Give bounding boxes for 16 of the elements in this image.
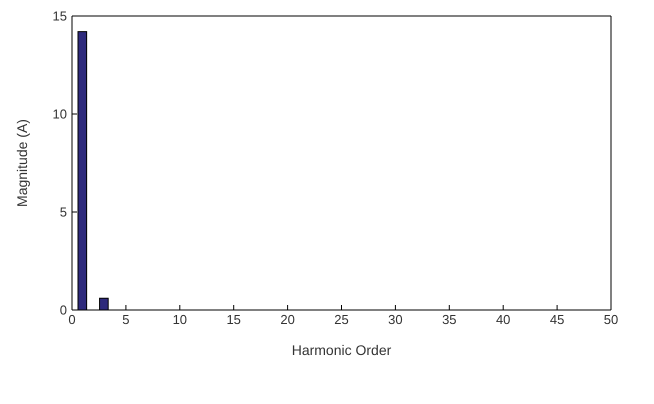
x-tick-label: 15 [226, 312, 241, 328]
x-tick-label: 40 [496, 312, 510, 328]
y-tick-label: 0 [60, 302, 67, 318]
x-tick-label: 10 [172, 312, 188, 328]
x-tick-label: 25 [334, 312, 349, 328]
x-tick-label: 45 [550, 312, 564, 328]
x-tick-label: 20 [280, 312, 295, 328]
x-axis-title: Harmonic Order [292, 342, 392, 358]
x-tick-label: 5 [122, 312, 130, 328]
y-tick-label: 10 [52, 106, 67, 122]
x-tick-label: 50 [604, 312, 618, 328]
x-tick-label: 30 [388, 312, 403, 328]
y-axis-title: Magnitude (A) [14, 119, 30, 207]
x-tick-label: 35 [442, 312, 457, 328]
y-tick-label: 15 [52, 8, 67, 24]
y-tick-label: 5 [60, 204, 67, 220]
